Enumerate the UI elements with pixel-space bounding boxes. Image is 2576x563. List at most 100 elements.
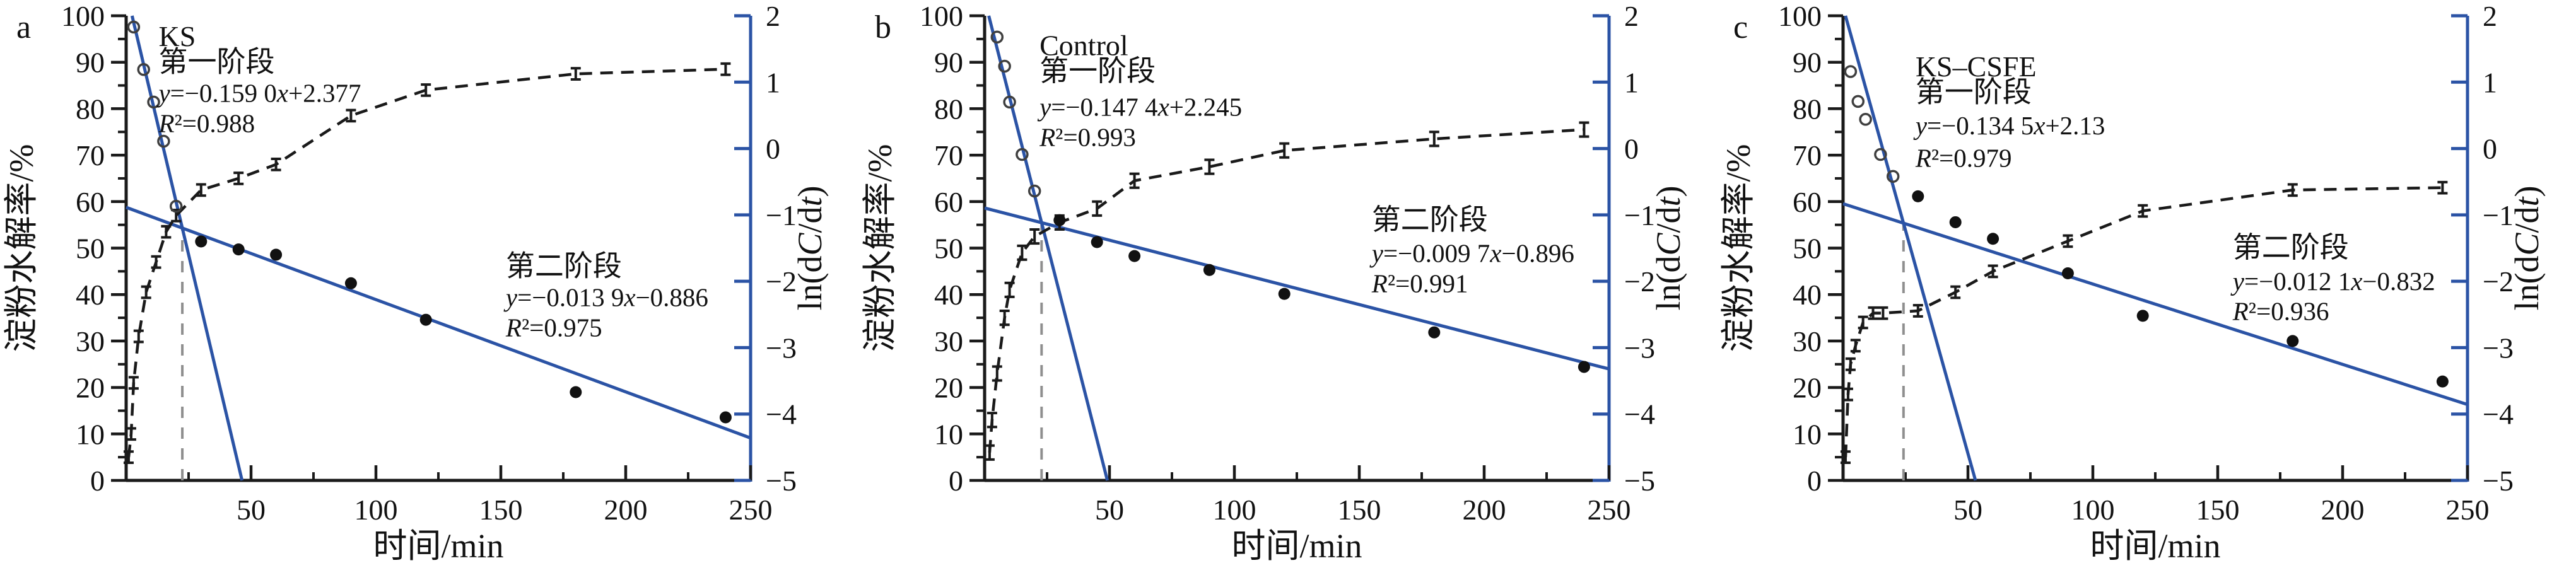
stage2-filled-circle	[270, 248, 283, 261]
stage1-fit-line	[130, 15, 244, 481]
stage1-label: 第一阶段	[1039, 55, 1156, 87]
stage1-points	[1844, 65, 1900, 183]
y-left-ticks: 0 10 20 30 40 50 60 70 80 90 100	[920, 0, 985, 497]
y-right-tick-label: 0	[1624, 133, 1639, 165]
y-right-tick-label: −2	[1624, 265, 1655, 298]
stage2-filled-circle	[2061, 267, 2074, 280]
stage2-filled-circle	[719, 411, 732, 424]
x-tick-label: 250	[1588, 494, 1631, 526]
stage2-filled-circle	[2286, 335, 2299, 347]
stage1-r2: R²=0.979	[1915, 144, 2012, 173]
x-tick-label: 150	[479, 494, 523, 526]
y-right-tick-label: −2	[2483, 265, 2514, 298]
stage1-equation: y=−0.147 4x+2.245	[1037, 92, 1242, 121]
hydrolysis-error-bars	[1840, 180, 2448, 464]
stage2-filled-circle	[1578, 361, 1590, 373]
y-left-tick-label: 0	[949, 465, 963, 497]
stage2-equation: y=−0.009 7x−0.896	[1369, 239, 1574, 268]
y-right-axis-title: ln(dC/dt)	[1649, 185, 1687, 310]
y-right-tick-label: −5	[2483, 465, 2514, 497]
stage1-open-circle	[137, 63, 150, 76]
y-left-ticks: 0 10 20 30 40 50 60 70 80 90 100	[61, 0, 126, 497]
stage2-r2: R²=0.991	[1371, 269, 1468, 298]
stage2-points	[195, 235, 732, 424]
y-left-tick-label: 70	[1793, 139, 1822, 171]
chart-background	[858, 0, 1717, 563]
x-tick-label: 50	[237, 494, 266, 526]
y-left-tick-label: 30	[1793, 325, 1822, 357]
stage1-points	[127, 20, 183, 213]
sample-label: KS	[158, 20, 196, 52]
stage2-label: 第二阶段	[2233, 231, 2349, 264]
stage1-open-circle	[127, 20, 141, 34]
y-left-tick-label: 90	[1793, 47, 1822, 79]
sample-label: KS–CSFE	[1916, 50, 2037, 83]
stage1-equation: y=−0.159 0x+2.377	[156, 78, 361, 107]
y-left-tick-label: 80	[1793, 93, 1822, 125]
y-left-tick-label: 40	[934, 279, 963, 311]
stage2-filled-circle	[1912, 190, 1924, 202]
x-tick-label: 250	[729, 494, 773, 526]
stage2-r2: R²=0.975	[505, 313, 602, 342]
y-left-tick-label: 0	[1807, 465, 1822, 497]
panel-c: 50 100 150 200 250 0 10 20 30 40 50 60 70 80 90 100 2 1 0−…	[1717, 0, 2575, 563]
stage2-label: 第二阶段	[506, 250, 622, 282]
stage1-fit-line	[987, 15, 1109, 481]
y-left-tick-label: 10	[76, 418, 105, 450]
stage2-filled-circle	[1949, 216, 1962, 228]
stage2-label: 第二阶段	[1372, 204, 1488, 236]
y-left-tick-label: 100	[920, 0, 963, 32]
y-right-tick-label: 1	[2483, 66, 2497, 98]
stage1-label: 第一阶段	[1916, 76, 2032, 108]
hydrolysis-curve	[1844, 186, 2443, 458]
stage1-fit-line	[1844, 15, 1977, 481]
y-left-tick-label: 90	[934, 47, 963, 79]
stage2-filled-circle	[195, 235, 208, 248]
y-right-tick-label: 2	[766, 0, 780, 32]
y-left-tick-label: 50	[934, 233, 963, 265]
y-right-tick-label: −1	[2483, 199, 2514, 231]
x-tick-label: 200	[604, 494, 648, 526]
y-right-tick-label: 1	[1624, 66, 1639, 98]
stage1-open-circle	[157, 134, 170, 148]
x-tick-label: 100	[2071, 494, 2115, 526]
x-tick-label: 50	[1953, 494, 1982, 526]
y-right-tick-label: −4	[766, 398, 797, 431]
sample-label: Control	[1039, 30, 1128, 62]
x-axis-title: 时间/min	[2090, 527, 2220, 563]
y-right-tick-label: −1	[766, 199, 797, 231]
stage2-filled-circle	[2136, 310, 2149, 322]
y-right-tick-label: −5	[1624, 465, 1655, 497]
y-right-tick-label: 1	[766, 66, 780, 98]
y-left-tick-label: 20	[934, 372, 963, 404]
y-left-tick-label: 80	[934, 93, 963, 125]
x-ticks: 50 100 150 200 250	[1046, 465, 1631, 526]
y-left-tick-label: 10	[934, 418, 963, 450]
y-right-axis-title: ln(dC/dt)	[2508, 185, 2546, 310]
stage2-filled-circle	[419, 313, 432, 326]
stage2-filled-circle	[570, 386, 582, 398]
stage2-fit-line	[984, 206, 1610, 371]
y-left-tick-label: 90	[76, 47, 105, 79]
stage1-open-circle	[998, 59, 1011, 73]
stage1-open-circle	[169, 199, 183, 213]
y-left-tick-label: 50	[76, 233, 105, 265]
x-axis-title: 时间/min	[1231, 527, 1362, 563]
stage2-points	[1053, 214, 1590, 373]
y-right-tick-label: −4	[2483, 398, 2514, 431]
y-right-ticks: 2 1 0 −1 −2 −3 −4 −5	[734, 0, 797, 497]
stage1-open-circle	[1886, 170, 1900, 183]
y-left-tick-label: 60	[934, 186, 963, 218]
y-right-tick-label: 2	[2483, 0, 2497, 32]
x-tick-label: 200	[2321, 494, 2365, 526]
y-left-tick-label: 100	[1778, 0, 1822, 32]
stage1-open-circle	[147, 95, 160, 109]
y-right-tick-label: −2	[766, 265, 797, 298]
y-left-tick-label: 20	[1793, 372, 1822, 404]
